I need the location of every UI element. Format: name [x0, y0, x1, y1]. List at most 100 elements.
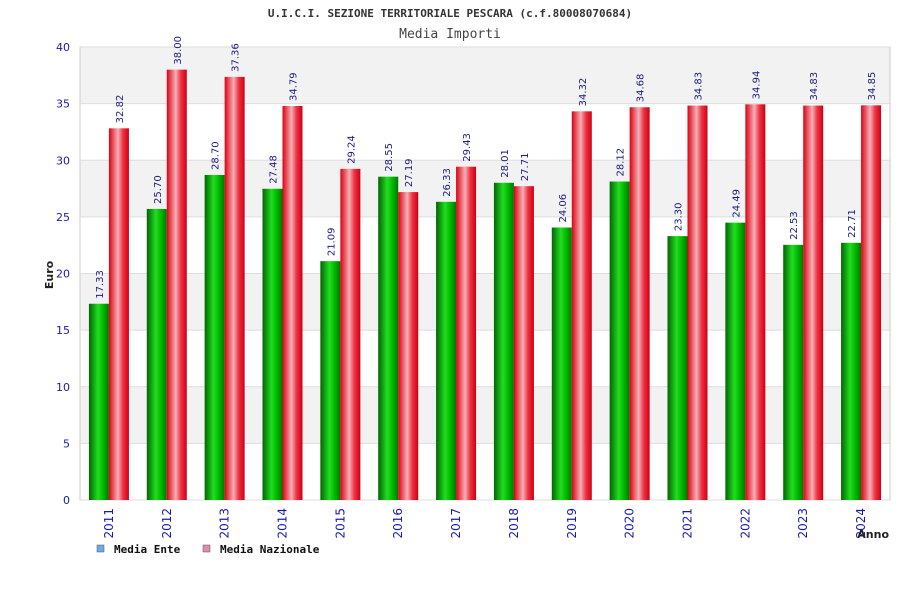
value-label-media-ente: 26.33 [442, 168, 453, 197]
plot-band [80, 273, 890, 331]
y-axis-ticks: 0 5 10 15 20 25 30 35 40 [56, 41, 70, 507]
bar-media-nazionale [456, 166, 477, 500]
legend: Media Ente Media Nazionale [96, 543, 320, 556]
value-label-media-ente: 24.06 [558, 194, 569, 223]
x-tick-label: 2015 [333, 508, 347, 539]
bar-media-nazionale [224, 76, 245, 500]
value-label-media-nazionale: 34.79 [289, 72, 300, 101]
x-axis-label: Anno [857, 528, 889, 541]
y-tick-label: 0 [63, 494, 70, 507]
bar-media-nazionale [861, 105, 882, 500]
bar-media-ente [378, 176, 399, 500]
value-label-media-nazionale: 32.82 [115, 95, 126, 124]
x-tick-label: 2013 [218, 508, 232, 539]
bar-media-ente [320, 261, 341, 500]
value-label-media-ente: 22.71 [847, 209, 858, 238]
x-tick-label: 2022 [738, 508, 752, 539]
plot-band [80, 160, 890, 217]
value-label-media-ente: 28.70 [211, 141, 222, 170]
value-label-media-nazionale: 27.71 [520, 153, 531, 182]
y-tick-label: 15 [56, 324, 70, 337]
legend-label: Media Nazionale [220, 543, 320, 556]
y-tick-label: 30 [56, 154, 70, 167]
plot-band [80, 216, 890, 274]
bar-media-ente [436, 201, 457, 500]
x-tick-label: 2011 [102, 508, 116, 539]
bar-media-ente [725, 222, 746, 500]
bar-media-ente [667, 236, 688, 500]
value-label-media-ente: 24.49 [731, 189, 742, 218]
bar-media-ente [204, 174, 225, 500]
legend-swatch [202, 544, 211, 553]
x-tick-label: 2020 [623, 508, 637, 539]
bar-media-ente [841, 242, 862, 500]
value-label-media-nazionale: 34.32 [578, 78, 589, 107]
x-tick-label: 2017 [449, 508, 463, 539]
bar-media-nazionale [571, 111, 592, 501]
bar-media-ente [146, 208, 167, 500]
value-label-media-nazionale: 29.43 [462, 133, 473, 162]
value-label-media-nazionale: 37.36 [231, 43, 242, 72]
value-labels: 17.33 32.82 25.70 38.00 28.70 37.36 27.48 34.79… [95, 36, 878, 299]
bar-media-nazionale [803, 105, 824, 501]
x-tick-label: 2018 [507, 508, 521, 539]
y-axis-label: Euro [43, 260, 56, 289]
bar-media-nazionale [108, 128, 129, 500]
x-tick-label: 2016 [391, 508, 405, 539]
value-label-media-ente: 27.48 [269, 155, 280, 184]
bar-media-nazionale [340, 168, 361, 500]
y-tick-label: 35 [56, 98, 70, 111]
bar-media-ente [88, 303, 109, 500]
value-label-media-nazionale: 27.19 [404, 158, 415, 187]
value-label-media-nazionale: 38.00 [173, 36, 184, 65]
y-tick-label: 25 [56, 211, 70, 224]
x-tick-label: 2024 [854, 508, 868, 539]
value-label-media-ente: 25.70 [153, 175, 164, 204]
bar-media-ente [262, 188, 283, 500]
chart-subtitle: Media Importi [399, 27, 501, 42]
value-label-media-ente: 28.01 [500, 149, 511, 178]
bar-media-nazionale [745, 104, 766, 500]
plot-band [80, 386, 890, 444]
x-tick-label: 2023 [796, 508, 810, 539]
bars [88, 69, 882, 501]
x-tick-label: 2021 [681, 508, 695, 539]
x-tick-label: 2019 [565, 508, 579, 539]
value-label-media-nazionale: 34.85 [867, 72, 878, 101]
value-label-media-nazionale: 34.83 [694, 72, 705, 101]
value-label-media-ente: 28.55 [384, 143, 395, 172]
bar-media-nazionale [687, 105, 708, 501]
bar-media-ente [551, 227, 572, 500]
x-tick-label: 2012 [160, 508, 174, 539]
plot-band [80, 330, 890, 387]
plot-band [80, 443, 890, 500]
chart-title: U.I.C.I. SEZIONE TERRITORIALE PESCARA (c… [268, 7, 632, 20]
bar-media-nazionale [513, 186, 534, 500]
bar-media-nazionale [398, 192, 419, 501]
legend-swatch [96, 544, 105, 553]
value-label-media-ente: 17.33 [95, 270, 106, 299]
bar-media-ente [493, 182, 514, 500]
bar-media-ente [609, 181, 630, 500]
value-label-media-nazionale: 34.68 [636, 74, 647, 103]
plot-band [80, 47, 890, 104]
y-tick-label: 10 [56, 381, 70, 394]
plot-band [80, 103, 890, 161]
y-tick-label: 40 [56, 41, 70, 54]
value-label-media-nazionale: 34.83 [809, 72, 820, 101]
value-label-media-nazionale: 34.94 [751, 71, 762, 100]
value-label-media-nazionale: 29.24 [346, 135, 357, 164]
value-label-media-ente: 21.09 [326, 228, 337, 257]
bar-media-nazionale [282, 106, 303, 501]
bar-media-ente [783, 244, 804, 500]
value-label-media-ente: 28.12 [616, 148, 627, 177]
x-axis-ticks: 2011 2012 2013 2014 2015 2016 2017 2018 2019 2020… [102, 508, 868, 539]
x-tick-label: 2014 [276, 508, 290, 539]
y-tick-label: 20 [56, 268, 70, 281]
legend-label: Media Ente [114, 543, 181, 556]
y-tick-label: 5 [63, 437, 70, 450]
value-label-media-ente: 22.53 [789, 211, 800, 240]
bar-media-nazionale [166, 69, 187, 501]
bar-media-nazionale [629, 107, 650, 501]
